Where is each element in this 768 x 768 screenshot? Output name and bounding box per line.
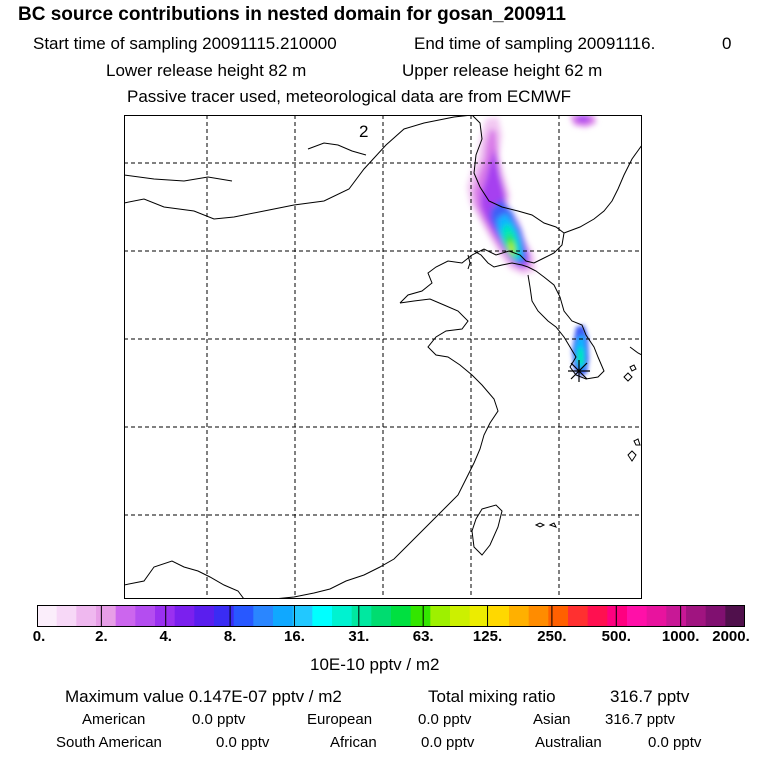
african-label: African — [330, 734, 377, 751]
panel-label: 2 — [359, 122, 368, 141]
upper-release-label: Upper release height 62 m — [402, 61, 603, 80]
total-mixing-value: 316.7 pptv — [610, 687, 690, 706]
african-value: 0.0 pptv — [421, 734, 475, 751]
colorbar-swatch — [371, 605, 392, 627]
colorbar-tick-label: 1000. — [661, 628, 700, 645]
colorbar-swatch — [509, 605, 530, 627]
colorbar-swatch — [391, 605, 412, 627]
colorbar-swatch — [233, 605, 254, 627]
colorbar-swatch — [705, 605, 726, 627]
colorbar-swatch — [155, 605, 176, 627]
info-label: Passive tracer used, meteorological data… — [127, 87, 572, 106]
colorbar-swatch — [450, 605, 471, 627]
colorbar-swatch — [489, 605, 510, 627]
colorbar-swatch — [76, 605, 97, 627]
colorbar-swatch — [214, 605, 235, 627]
colorbar-swatch — [253, 605, 274, 627]
coastlines — [124, 115, 642, 599]
colorbar-swatch — [410, 605, 431, 627]
colorbar-swatch — [115, 605, 136, 627]
colorbar-swatch — [332, 605, 353, 627]
colorbar-swatch — [96, 605, 117, 627]
colorbar-tick-label: 2000. — [712, 628, 750, 645]
australian-label: Australian — [535, 734, 602, 751]
colorbar-swatch — [528, 605, 549, 627]
end-time-label: End time of sampling 20091116. — [414, 34, 656, 53]
colorbar-tick-label: 2. — [95, 628, 108, 645]
asian-value: 316.7 pptv — [605, 711, 676, 728]
colorbar-swatch — [135, 605, 156, 627]
colorbar-frame — [37, 605, 745, 627]
colorbar-swatch — [686, 605, 707, 627]
map-panel: 2 — [124, 115, 642, 599]
end-time-suffix: 0 — [722, 34, 732, 53]
colorbar-swatch — [174, 605, 195, 627]
south-american-label: South American — [56, 734, 162, 751]
south-american-value: 0.0 pptv — [216, 734, 270, 751]
asian-label: Asian — [533, 711, 571, 728]
page-title: BC source contributions in nested domain… — [18, 4, 566, 25]
colorbar-swatch — [351, 605, 372, 627]
colorbar-tick-label: 500. — [601, 628, 631, 645]
colorbar-swatch — [273, 605, 294, 627]
colorbar-tick-label: 0. — [32, 628, 46, 645]
colorbar-swatch — [548, 605, 569, 627]
colorbar-swatch — [568, 605, 589, 627]
european-value: 0.0 pptv — [418, 711, 472, 728]
maximum-value: Maximum value 0.147E-07 pptv / m2 — [65, 687, 342, 706]
colorbar-unit: 10E-10 pptv / m2 — [310, 655, 440, 674]
colorbar-tick-label: 4. — [159, 628, 172, 645]
colorbar-tick-label: 8. — [223, 628, 237, 645]
colorbar-labels: 0. 2. 4. 8. 16. 31. 63. 125. 250. 500. 1000. 2000. — [0, 628, 768, 648]
colorbar-swatch — [292, 605, 313, 627]
colorbar-swatch — [587, 605, 608, 627]
colorbar-swatch — [607, 605, 628, 627]
colorbar-tick-label: 31. — [348, 628, 370, 645]
colorbar — [37, 605, 745, 627]
colorbar-swatch — [194, 605, 215, 627]
colorbar-swatch — [627, 605, 648, 627]
colorbar-swatch — [646, 605, 667, 627]
colorbar-swatch — [666, 605, 687, 627]
australian-value: 0.0 pptv — [648, 734, 702, 751]
american-label: American — [82, 711, 146, 728]
colorbar-tick-label: 125. — [472, 628, 503, 645]
american-value: 0.0 pptv — [192, 711, 246, 728]
colorbar-swatch — [312, 605, 333, 627]
colorbar-tick-label: 16. — [284, 628, 305, 645]
colorbar-tick-label: 250. — [537, 628, 567, 645]
colorbar-swatch — [725, 605, 745, 627]
lat-lon-grid — [124, 115, 642, 599]
colorbar-swatch — [56, 605, 77, 627]
colorbar-swatch — [430, 605, 451, 627]
start-time-label: Start time of sampling 20091115.210000 — [33, 34, 337, 53]
total-mixing-label: Total mixing ratio — [428, 687, 556, 706]
lower-release-label: Lower release height 82 m — [106, 61, 307, 80]
concentration-plume-korea — [572, 325, 589, 377]
colorbar-swatch — [37, 605, 58, 627]
asterisk-marker — [568, 360, 590, 382]
colorbar-swatch — [469, 605, 490, 627]
colorbar-tick-label: 63. — [412, 628, 434, 645]
european-label: European — [307, 711, 373, 728]
